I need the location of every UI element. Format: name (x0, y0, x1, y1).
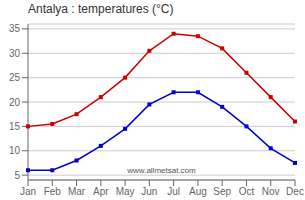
svg-text:10: 10 (9, 145, 21, 156)
svg-text:5: 5 (14, 170, 20, 181)
svg-text:Jul: Jul (167, 186, 180, 197)
html-text:Antalya : temperatures (°C): Antalya : temperatures (°C) (28, 2, 174, 16)
svg-text:Aug: Aug (189, 186, 207, 197)
svg-text:Nov: Nov (262, 186, 280, 197)
svg-text:Apr: Apr (93, 186, 109, 197)
svg-text:15: 15 (9, 121, 21, 132)
svg-text:May: May (116, 186, 135, 197)
svg-text:35: 35 (9, 23, 21, 34)
svg-text:Feb: Feb (44, 186, 62, 197)
svg-text:Mar: Mar (68, 186, 86, 197)
svg-text:Dec: Dec (286, 186, 297, 197)
svg-text:20: 20 (9, 97, 21, 108)
svg-text:Jan: Jan (20, 186, 36, 197)
svg-text:Oct: Oct (239, 186, 255, 197)
svg-text:30: 30 (9, 48, 21, 59)
svg-text:Sep: Sep (213, 186, 231, 197)
html-text:www.allmetsat.com: www.allmetsat.com (127, 166, 196, 175)
svg-text:Jun: Jun (141, 186, 157, 197)
svg-text:25: 25 (9, 72, 21, 83)
